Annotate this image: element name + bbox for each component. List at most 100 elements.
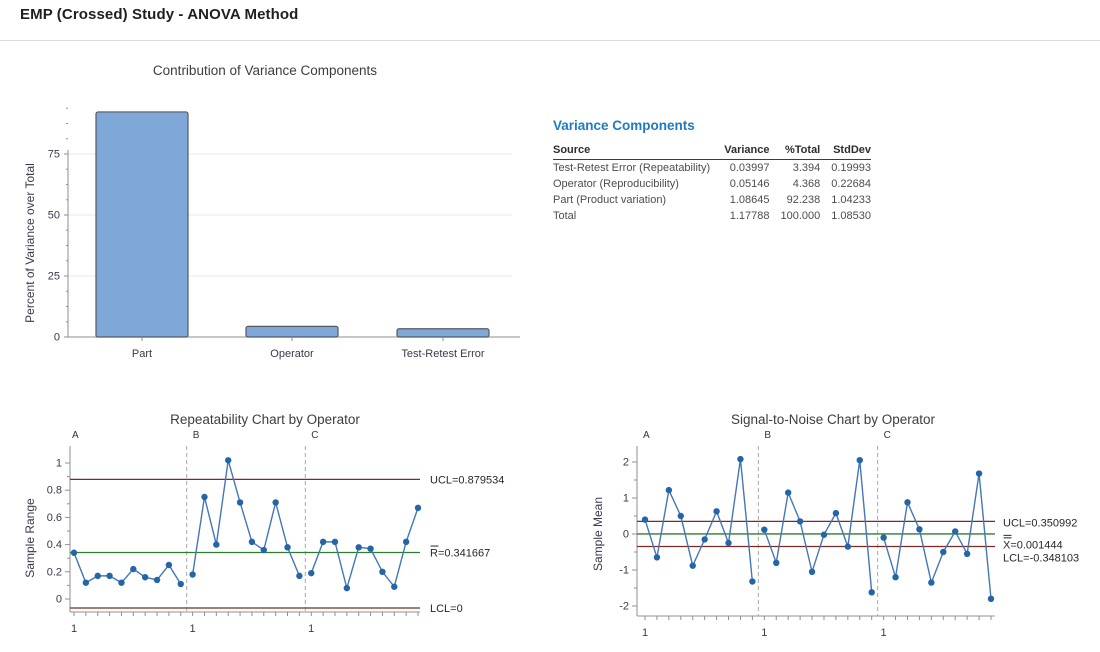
variance-components-panel: Variance Components Source Variance %Tot… xyxy=(553,118,883,224)
table-cell: 100.000 xyxy=(780,210,821,222)
bar-part xyxy=(95,111,189,338)
y-tick-label: 0 xyxy=(56,594,62,606)
data-point xyxy=(975,470,983,477)
data-point xyxy=(343,584,351,592)
control-line-label-1: X=0.001444 xyxy=(1003,539,1063,551)
variance-components-heading: Variance Components xyxy=(553,118,695,133)
control-line-label-2: LCL=-0.348103 xyxy=(1003,552,1079,564)
data-point xyxy=(355,544,362,551)
y-tick-label: 50 xyxy=(48,210,60,222)
series-line-c xyxy=(310,507,419,591)
data-point xyxy=(141,574,149,581)
control-line-label-0: UCL=0.879534 xyxy=(430,474,504,486)
y-tick-label: 2 xyxy=(623,457,629,469)
page-title: EMP (Crossed) Study - ANOVA Method xyxy=(20,6,299,23)
table-cell: 0.19993 xyxy=(831,162,871,174)
group-label-c: C xyxy=(311,430,318,441)
control-line-label-2: LCL=0 xyxy=(430,603,463,615)
data-point xyxy=(725,539,732,547)
control-line-label-0: UCL=0.350992 xyxy=(1003,517,1077,529)
data-point xyxy=(677,512,684,520)
col-header-stddev: StdDev xyxy=(820,142,871,160)
group-label-a: A xyxy=(643,430,650,441)
series-line-b xyxy=(763,460,873,593)
table-cell: 3.394 xyxy=(792,162,821,174)
data-point xyxy=(296,572,303,580)
data-point xyxy=(713,508,720,515)
table-cell: Part (Product variation) xyxy=(553,194,667,206)
data-point xyxy=(689,562,696,569)
chart-title: Contribution of Variance Components xyxy=(153,63,377,78)
table-cell: 1.17788 xyxy=(729,210,770,222)
data-point xyxy=(94,572,101,580)
data-point xyxy=(796,518,804,525)
control-line-label-1: R=0.341667 xyxy=(430,548,490,560)
data-point xyxy=(820,531,828,538)
x-group-start-label: 1 xyxy=(190,623,196,635)
x-group-start-label: 1 xyxy=(642,627,648,639)
series-line-a xyxy=(644,459,754,582)
table-row: Operator (Reproducibility) 0.05146 4.368… xyxy=(553,176,871,192)
category-label: Operator xyxy=(270,348,314,360)
data-point xyxy=(737,455,744,463)
x-group-start-label: 1 xyxy=(881,627,887,639)
x-group-start-label: 1 xyxy=(761,627,767,639)
category-label: Test-Retest Error xyxy=(401,348,484,360)
group-label-b: B xyxy=(193,430,200,441)
data-point xyxy=(808,568,816,575)
x-group-start-label: 1 xyxy=(71,623,77,635)
data-point xyxy=(904,499,911,506)
data-point xyxy=(653,554,661,561)
group-label-a: A xyxy=(72,430,79,441)
data-point xyxy=(236,499,244,506)
y-tick-label: 0 xyxy=(623,529,629,541)
y-axis-label: Percent of Variance over Total xyxy=(23,163,37,323)
table-cell: Test-Retest Error (Repeatability) xyxy=(553,162,711,174)
data-point xyxy=(402,538,410,546)
signal-to-noise-control-chart: Signal-to-Noise Chart by Operator Sample … xyxy=(591,412,1079,639)
data-point xyxy=(773,559,780,566)
table-cell: 4.368 xyxy=(792,178,821,190)
y-tick-label: 0.6 xyxy=(47,512,62,524)
data-point xyxy=(701,536,708,543)
table-cell: 0.22684 xyxy=(831,178,871,190)
data-point xyxy=(82,579,90,586)
data-point xyxy=(414,504,422,512)
table-row: Total 1.17788 100.000 1.08530 xyxy=(553,208,871,224)
y-tick-label: 25 xyxy=(48,271,60,283)
table-header-row: Source Variance %Total StdDev xyxy=(553,142,871,160)
col-header-pct-total: %Total xyxy=(769,142,821,160)
data-point xyxy=(177,580,184,588)
data-point xyxy=(844,543,852,550)
data-point xyxy=(70,549,78,556)
data-point xyxy=(130,565,137,573)
table-cell: 1.04233 xyxy=(831,194,871,206)
table-cell: 1.08645 xyxy=(729,194,770,206)
data-point xyxy=(284,544,291,551)
repeatability-control-chart: Repeatability Chart by Operator Sample Ra… xyxy=(23,412,504,635)
group-label-c: C xyxy=(884,430,891,441)
col-header-source: Source xyxy=(553,142,714,160)
data-point xyxy=(260,546,267,554)
data-point xyxy=(916,526,923,533)
chart-title: Repeatability Chart by Operator xyxy=(170,412,360,427)
y-tick-label: 0.8 xyxy=(47,485,62,497)
table-cell: Total xyxy=(553,210,577,222)
table-row: Test-Retest Error (Repeatability) 0.0399… xyxy=(553,160,871,177)
data-point xyxy=(201,493,208,501)
table-cell: Operator (Reproducibility) xyxy=(553,178,679,190)
data-point xyxy=(963,550,971,557)
data-point xyxy=(331,538,339,546)
data-point xyxy=(118,579,125,586)
title-divider xyxy=(0,40,1100,41)
data-point xyxy=(940,548,947,556)
y-tick-label: -1 xyxy=(619,565,629,577)
data-point xyxy=(880,534,887,541)
series-line-a xyxy=(73,552,182,585)
data-point xyxy=(189,571,196,578)
table-cell: 92.238 xyxy=(786,194,821,206)
data-point xyxy=(379,568,386,575)
data-point xyxy=(832,509,840,517)
x-group-start-label: 1 xyxy=(308,623,314,635)
data-point xyxy=(749,578,756,585)
